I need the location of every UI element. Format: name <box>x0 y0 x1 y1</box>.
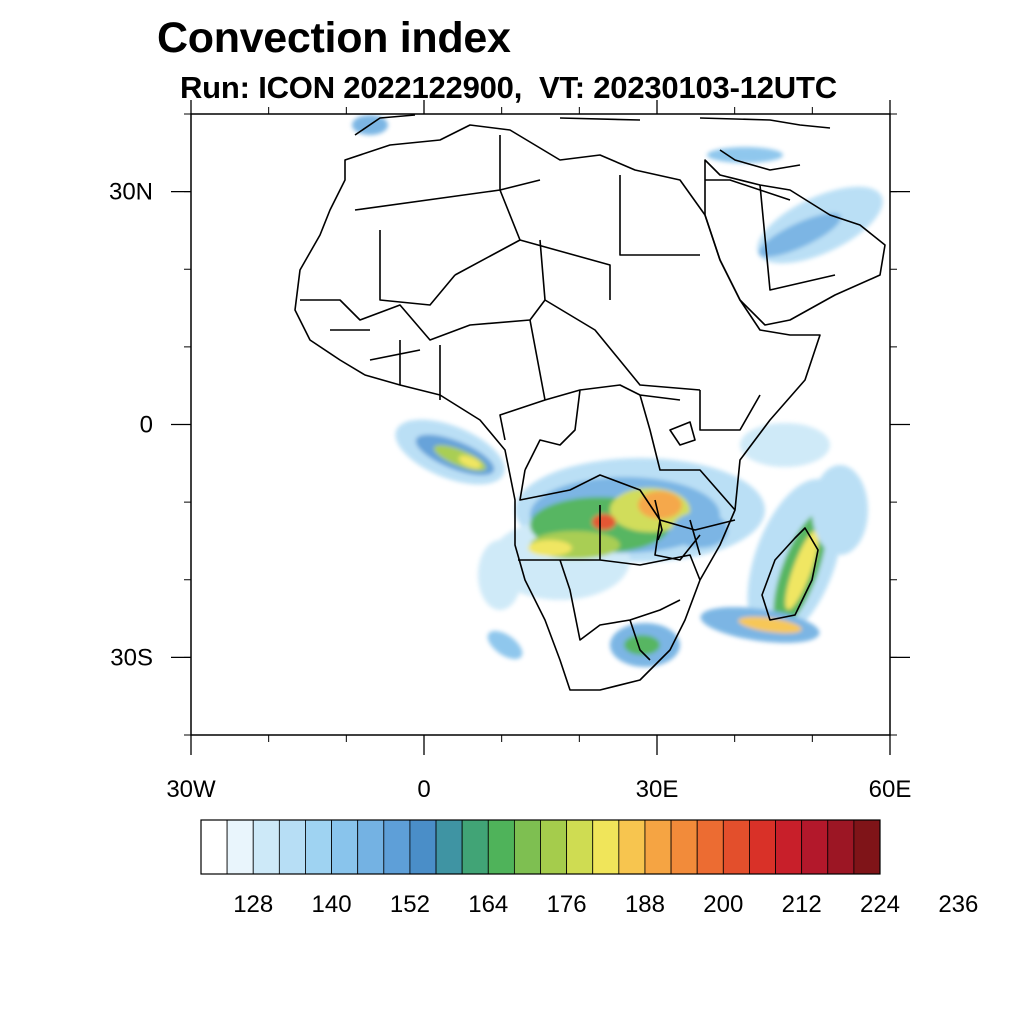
convection-area <box>638 491 682 519</box>
colorbar-label: 212 <box>782 891 822 918</box>
colorbar-label: 140 <box>312 891 352 918</box>
colorbar-swatch <box>644 819 672 875</box>
colorbar-swatch <box>540 819 568 875</box>
coastline-madagascar <box>761 527 819 621</box>
convection-area <box>740 423 830 467</box>
convection-area <box>624 635 660 655</box>
borders-north <box>354 135 701 391</box>
colorbar-swatch <box>618 819 646 875</box>
convection-area <box>458 455 482 469</box>
convection-area <box>592 514 616 530</box>
convection-area <box>528 540 572 556</box>
convection-area <box>738 616 802 634</box>
colorbar-swatch <box>278 819 306 875</box>
borders-west <box>300 299 546 400</box>
colorbar-label: 236 <box>938 891 978 918</box>
colorbar-swatch <box>200 819 228 875</box>
colorbar-swatch <box>827 819 855 875</box>
borders-arabia <box>705 149 836 291</box>
colorbar-swatch <box>357 819 385 875</box>
convection-field <box>352 115 883 667</box>
x-tick-label: 0 <box>417 776 430 803</box>
borders-south <box>518 469 736 661</box>
colorbar-swatch <box>435 819 463 875</box>
y-tick-label: 0 <box>140 412 153 439</box>
colorbar-label: 200 <box>703 891 743 918</box>
colorbar-swatch <box>331 819 359 875</box>
colorbar-swatch <box>801 819 829 875</box>
colorbar-swatch <box>592 819 620 875</box>
borders-central <box>499 319 761 511</box>
colorbar-label: 152 <box>390 891 430 918</box>
convection-area <box>758 213 842 257</box>
x-tick-label: 30W <box>166 776 216 803</box>
chart-title: Convection index <box>157 14 511 62</box>
colorbar-swatch <box>383 819 411 875</box>
colorbar-label: 188 <box>625 891 665 918</box>
convection-area <box>707 147 783 163</box>
colorbar-swatch <box>566 819 594 875</box>
colorbar-swatch <box>226 819 254 875</box>
coastline-lakes <box>654 421 701 556</box>
colorbar-swatch <box>252 819 280 875</box>
colorbar-label: 224 <box>860 891 900 918</box>
x-tick-label: 30E <box>636 776 679 803</box>
coastline-arabia <box>704 159 886 326</box>
axis-tick-labels: 30W 0 30E 60E 30N 0 30S <box>109 179 911 803</box>
colorbar-swatch <box>305 819 332 875</box>
y-tick-label: 30S <box>110 644 153 671</box>
colorbar-swatch <box>853 819 881 875</box>
colorbar-label: 164 <box>468 891 508 918</box>
colorbar-swatch <box>409 819 437 875</box>
coastline-europe <box>354 114 831 136</box>
colorbar-frame <box>200 819 881 875</box>
chart-subtitle: Run: ICON 2022122900, VT: 20230103-12UTC <box>180 70 837 105</box>
colorbar-label: 176 <box>547 891 587 918</box>
colorbar-swatch <box>670 819 698 875</box>
axis-ticks <box>171 100 910 755</box>
convection-area <box>812 465 868 555</box>
colorbar: 128 140 152 164 176 188 200 212 224 236 <box>200 819 978 918</box>
coastlines-and-borders <box>294 114 886 691</box>
colorbar-swatch <box>513 819 541 875</box>
colorbar-label: 128 <box>233 891 273 918</box>
convection-area <box>478 540 522 610</box>
colorbar-swatch <box>696 819 724 875</box>
convection-area <box>672 512 728 548</box>
colorbar-swatch <box>749 819 776 875</box>
colorbar-swatch <box>461 819 489 875</box>
convection-area <box>785 530 819 610</box>
y-tick-label: 30N <box>109 179 153 206</box>
colorbar-swatch <box>722 819 750 875</box>
colorbar-swatch <box>775 819 803 875</box>
coastline-africa <box>294 124 821 691</box>
convection-area <box>487 630 523 660</box>
colorbar-swatch <box>487 819 515 875</box>
x-tick-label: 60E <box>869 776 912 803</box>
